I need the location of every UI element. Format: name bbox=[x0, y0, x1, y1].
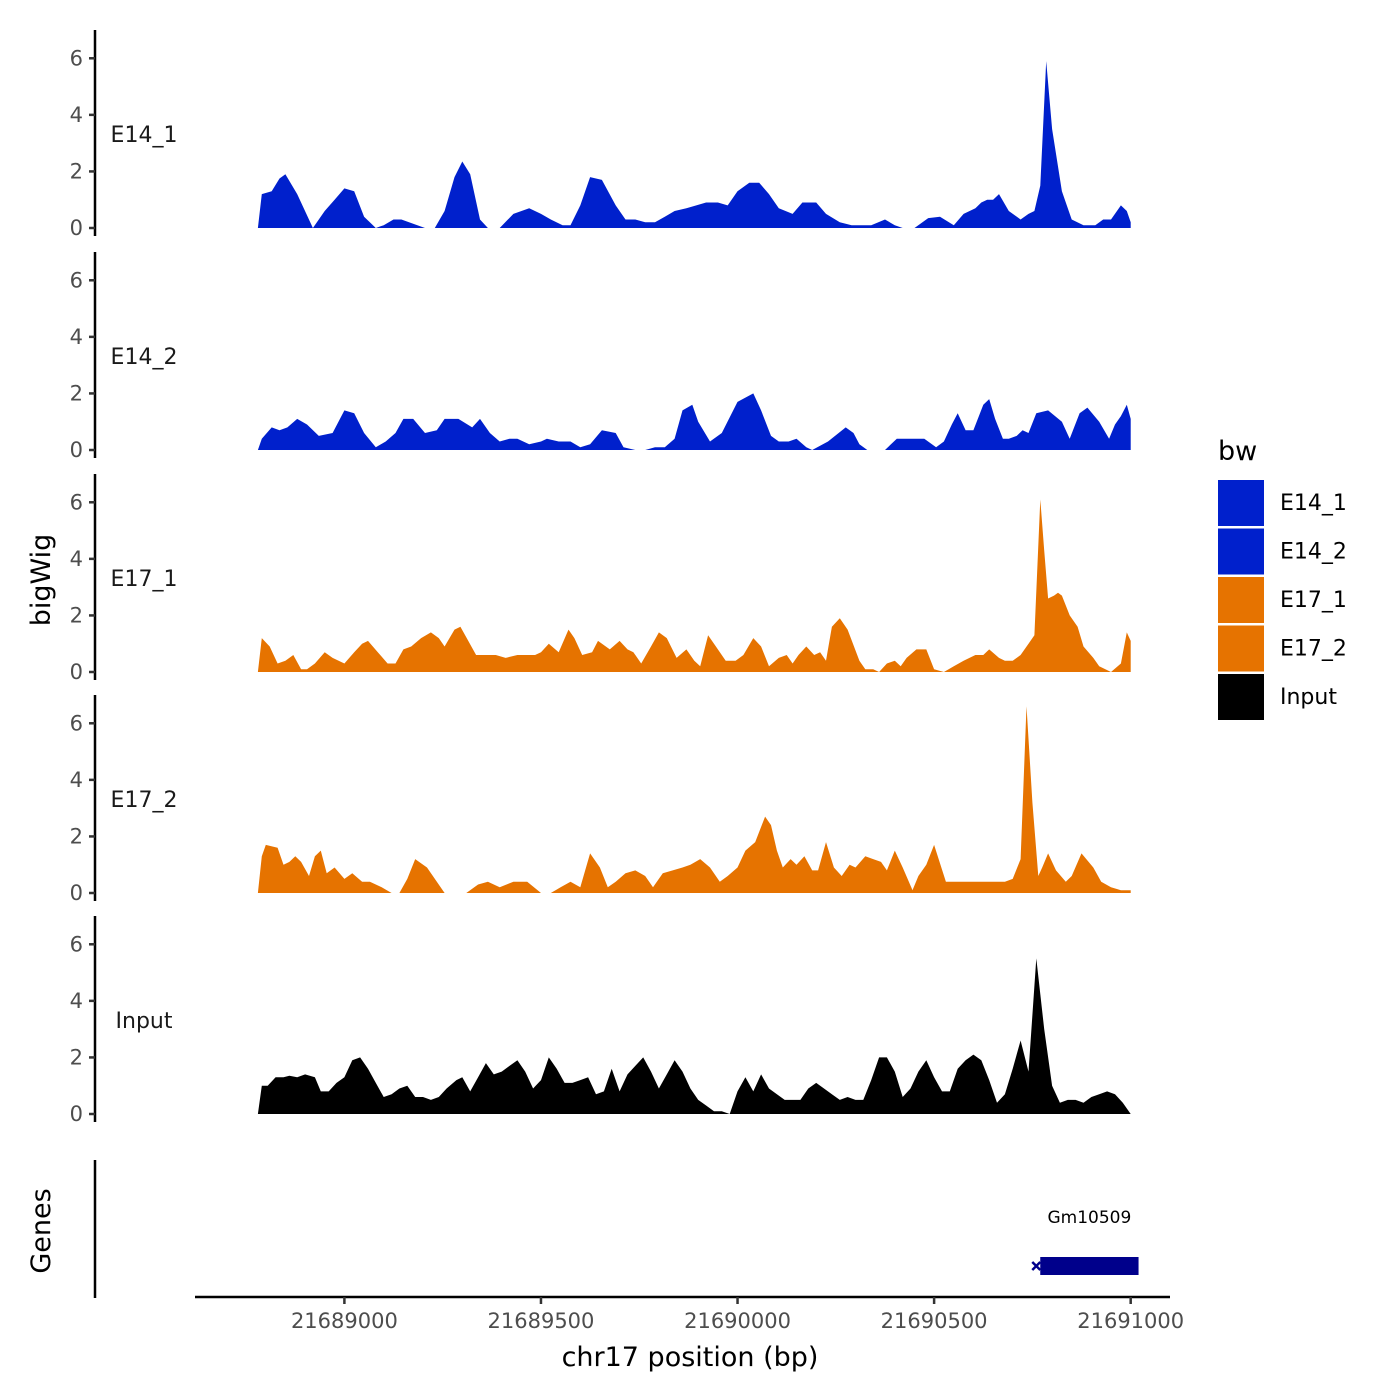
x-tick-label: 21691000 bbox=[1077, 1309, 1184, 1333]
coverage-area-e17_1 bbox=[257, 499, 1131, 672]
legend-item-e14_1: E14_1 bbox=[1218, 480, 1347, 526]
y-tick-label: 6 bbox=[70, 490, 83, 514]
coverage-area-e14_2 bbox=[257, 393, 1131, 450]
track-e14_1: 0 2 4 6 E14_1 bbox=[70, 30, 1131, 240]
legend: bw E14_1 E14_2 E17_1 E17_2 Input bbox=[1218, 436, 1347, 720]
x-axis-title: chr17 position (bp) bbox=[562, 1342, 819, 1373]
y-tick-label: 4 bbox=[70, 103, 83, 127]
legend-swatch bbox=[1218, 577, 1264, 623]
genes-track: Gm10509 bbox=[93, 1160, 1139, 1298]
track-label: E14_2 bbox=[111, 345, 178, 370]
y-tick-label: 0 bbox=[70, 660, 83, 684]
y-tick-label: 2 bbox=[70, 159, 83, 183]
x-tick-label: 21690000 bbox=[684, 1309, 791, 1333]
x-tick-label: 21689000 bbox=[291, 1309, 398, 1333]
y-tick-label: 0 bbox=[70, 216, 83, 240]
y-axis-title: bigWig bbox=[26, 534, 57, 627]
coverage-area-e17_2 bbox=[257, 706, 1131, 893]
x-axis: 21689000 21689500 21690000 21690500 21691000 bbox=[195, 1295, 1184, 1333]
gene-label: Gm10509 bbox=[1047, 1208, 1131, 1228]
coverage-tracks: 0 2 4 6 E14_1 0 2 4 6 E14_2 0 2 4 6 E17_1 0 2 4 6 E17_2 0 2 4 6… bbox=[70, 30, 1131, 1126]
x-tick-label: 21690500 bbox=[881, 1309, 988, 1333]
y-tick-label: 6 bbox=[70, 46, 83, 70]
y-tick-label: 0 bbox=[70, 438, 83, 462]
x-tick-label: 21689500 bbox=[488, 1309, 595, 1333]
legend-item-e17_2: E17_2 bbox=[1218, 625, 1347, 672]
gene-body bbox=[1040, 1257, 1139, 1275]
legend-item-input: Input bbox=[1218, 674, 1337, 720]
genes-axis-title: Genes bbox=[26, 1188, 57, 1273]
y-tick-label: 2 bbox=[70, 603, 83, 627]
y-tick-label: 0 bbox=[70, 1102, 83, 1126]
track-e17_2: 0 2 4 6 E17_2 bbox=[70, 695, 1131, 905]
legend-swatch bbox=[1218, 625, 1264, 672]
coverage-area-input bbox=[257, 958, 1131, 1114]
y-tick-label: 6 bbox=[70, 932, 83, 956]
y-tick-label: 4 bbox=[70, 989, 83, 1013]
track-label: E17_2 bbox=[111, 788, 178, 813]
track-input: 0 2 4 6 Input bbox=[70, 916, 1131, 1126]
y-tick-label: 4 bbox=[70, 547, 83, 571]
y-tick-label: 2 bbox=[70, 824, 83, 848]
gene-gm10509: Gm10509 bbox=[1031, 1208, 1139, 1275]
legend-swatch bbox=[1218, 528, 1264, 575]
y-tick-label: 0 bbox=[70, 881, 83, 905]
gene-strand-marker bbox=[1031, 1261, 1042, 1271]
track-label: E17_1 bbox=[111, 567, 178, 592]
y-tick-label: 6 bbox=[70, 711, 83, 735]
track-e14_2: 0 2 4 6 E14_2 bbox=[70, 252, 1131, 462]
legend-item-e17_1: E17_1 bbox=[1218, 577, 1347, 623]
y-tick-label: 2 bbox=[70, 1045, 83, 1069]
track-label: Input bbox=[116, 1009, 173, 1034]
y-tick-label: 4 bbox=[70, 768, 83, 792]
legend-label: E17_2 bbox=[1280, 637, 1347, 662]
coverage-area-e14_1 bbox=[257, 61, 1131, 228]
legend-title: bw bbox=[1218, 436, 1257, 467]
track-label: E14_1 bbox=[111, 123, 178, 148]
y-tick-label: 4 bbox=[70, 325, 83, 349]
legend-swatch bbox=[1218, 480, 1264, 526]
legend-label: Input bbox=[1280, 685, 1337, 710]
legend-label: E17_1 bbox=[1280, 588, 1347, 613]
legend-item-e14_2: E14_2 bbox=[1218, 528, 1347, 575]
legend-swatch bbox=[1218, 674, 1264, 720]
track-e17_1: 0 2 4 6 E17_1 bbox=[70, 474, 1131, 684]
legend-label: E14_1 bbox=[1280, 491, 1347, 516]
legend-label: E14_2 bbox=[1280, 540, 1347, 565]
y-tick-label: 2 bbox=[70, 381, 83, 405]
y-tick-label: 6 bbox=[70, 268, 83, 292]
